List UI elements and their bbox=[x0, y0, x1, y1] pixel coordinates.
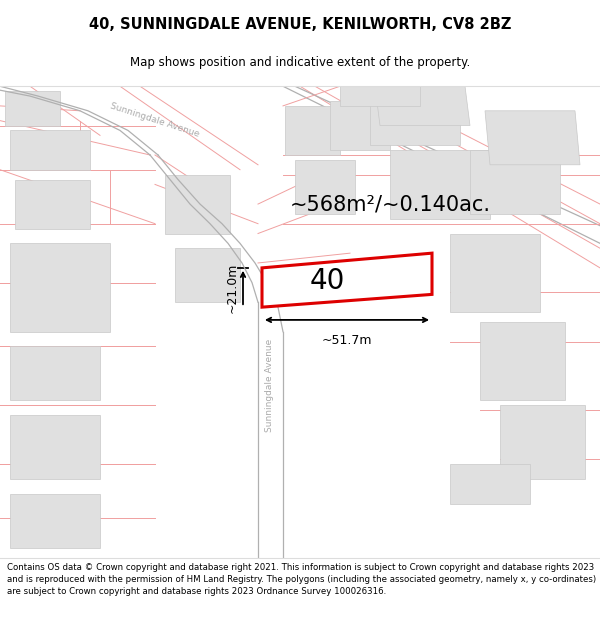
Polygon shape bbox=[370, 91, 460, 145]
Polygon shape bbox=[450, 464, 530, 504]
Polygon shape bbox=[262, 253, 432, 307]
Polygon shape bbox=[10, 346, 100, 401]
Polygon shape bbox=[500, 406, 585, 479]
Polygon shape bbox=[5, 91, 60, 126]
Polygon shape bbox=[295, 160, 355, 214]
Polygon shape bbox=[340, 86, 420, 106]
Polygon shape bbox=[15, 179, 90, 229]
Text: Contains OS data © Crown copyright and database right 2021. This information is : Contains OS data © Crown copyright and d… bbox=[7, 563, 596, 596]
Polygon shape bbox=[10, 494, 100, 548]
Text: Sunningdale Avenue: Sunningdale Avenue bbox=[109, 102, 201, 139]
Polygon shape bbox=[480, 322, 565, 401]
Polygon shape bbox=[285, 106, 340, 155]
Polygon shape bbox=[390, 150, 490, 219]
Text: Sunningdale Avenue: Sunningdale Avenue bbox=[265, 339, 275, 432]
Polygon shape bbox=[165, 174, 230, 234]
Polygon shape bbox=[10, 131, 90, 170]
Text: ~568m²/~0.140ac.: ~568m²/~0.140ac. bbox=[290, 194, 491, 214]
Polygon shape bbox=[485, 111, 580, 165]
Polygon shape bbox=[175, 248, 240, 302]
Text: Map shows position and indicative extent of the property.: Map shows position and indicative extent… bbox=[130, 56, 470, 69]
Polygon shape bbox=[10, 243, 110, 332]
Text: ~21.0m: ~21.0m bbox=[226, 262, 239, 312]
Polygon shape bbox=[375, 86, 470, 126]
Polygon shape bbox=[470, 150, 560, 214]
Text: 40, SUNNINGDALE AVENUE, KENILWORTH, CV8 2BZ: 40, SUNNINGDALE AVENUE, KENILWORTH, CV8 … bbox=[89, 17, 511, 32]
Polygon shape bbox=[450, 234, 540, 312]
Text: ~51.7m: ~51.7m bbox=[322, 334, 372, 347]
Polygon shape bbox=[330, 101, 390, 150]
Text: 40: 40 bbox=[310, 267, 344, 294]
Polygon shape bbox=[10, 415, 100, 479]
